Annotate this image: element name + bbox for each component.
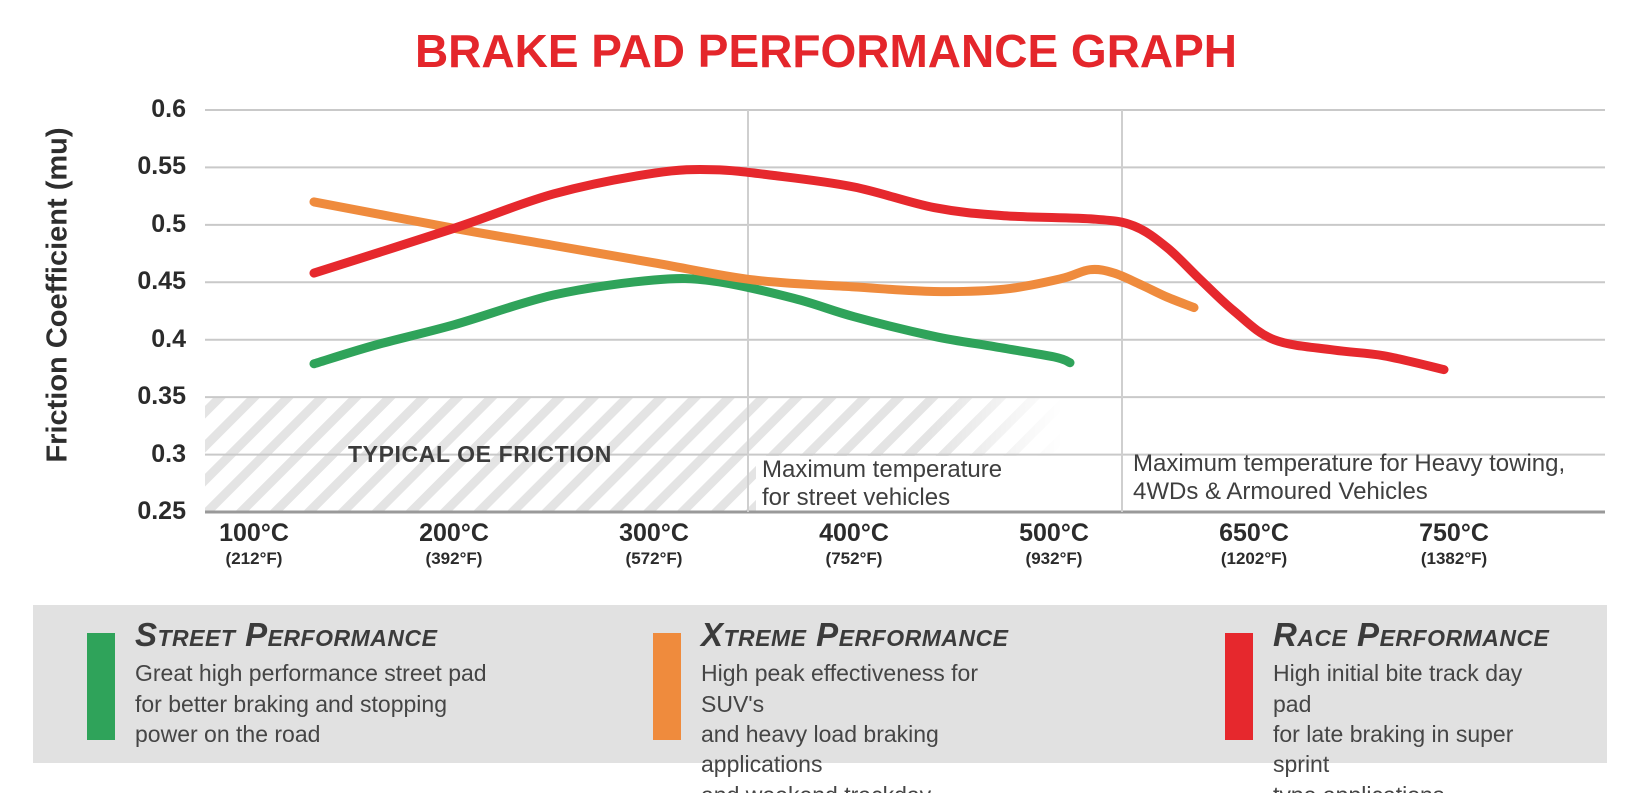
race-performance-title: Race Performance — [1273, 616, 1550, 653]
curve-race-performance — [309, 165, 1449, 375]
celsius-label: 750°C — [1419, 519, 1489, 547]
celsius-label: 200°C — [419, 519, 489, 547]
x-tick-500c: 500°C (932°F) — [1019, 519, 1089, 569]
x-tick-100c: 100°C (212°F) — [219, 519, 289, 569]
chart-title: BRAKE PAD PERFORMANCE GRAPH — [414, 25, 1238, 77]
street-max-temp-annotation: Maximum temperature for street vehicles — [762, 456, 1003, 512]
celsius-label: 650°C — [1219, 519, 1289, 547]
x-tick-650c: 650°C (1202°F) — [1219, 519, 1289, 569]
fahrenheit-label: (752°F) — [825, 548, 883, 568]
street-performance-description: Great high performance street pad for be… — [135, 660, 487, 748]
y-tick-0.3: 0.3 — [151, 439, 186, 468]
race-performance-description: High initial bite track day pad for late… — [1273, 660, 1523, 793]
street-performance-title: Street Performance — [135, 616, 438, 653]
fahrenheit-label: (1202°F) — [1220, 548, 1288, 568]
x-tick-200c: 200°C (392°F) — [419, 519, 489, 569]
y-tick-0.45: 0.45 — [137, 267, 186, 296]
xtreme-performance-description: High peak effectiveness for SUV's and he… — [701, 660, 979, 793]
heavy-max-temp-annotation: Maximum temperature for Heavy towing, 4W… — [1133, 450, 1566, 506]
x-tick-400c: 400°C (752°F) — [819, 519, 889, 569]
fahrenheit-label: (212°F) — [225, 548, 283, 568]
y-tick-0.5: 0.5 — [151, 209, 186, 238]
y-tick-0.55: 0.55 — [137, 152, 186, 181]
celsius-label: 300°C — [619, 519, 689, 547]
y-tick-0.4: 0.4 — [151, 324, 186, 353]
x-tick-750c: 750°C (1382°F) — [1419, 519, 1489, 569]
street-performance-swatch — [87, 633, 115, 740]
fahrenheit-label: (572°F) — [625, 548, 683, 568]
legend-panel: Street Performance Great high performanc… — [33, 605, 1607, 793]
typical-oe-friction-label: TYPICAL OE FRICTION — [348, 441, 612, 467]
fahrenheit-label: (392°F) — [425, 548, 483, 568]
fahrenheit-label: (1382°F) — [1420, 548, 1488, 568]
y-tick-0.35: 0.35 — [137, 382, 186, 411]
legend-item-street-performance: Street Performance Great high performanc… — [87, 605, 487, 763]
curve-street-performance — [309, 274, 1075, 369]
celsius-label: 100°C — [219, 519, 289, 547]
xtreme-performance-title: Xtreme Performance — [701, 616, 1009, 653]
x-tick-300c: 300°C (572°F) — [619, 519, 689, 569]
curve-xtreme-performance — [309, 197, 1199, 313]
celsius-label: 500°C — [1019, 519, 1089, 547]
annotation-backing-box — [756, 456, 1086, 511]
y-tick-0.6: 0.6 — [151, 95, 186, 123]
fahrenheit-label: (932°F) — [1025, 548, 1083, 568]
xtreme-performance-swatch — [653, 633, 681, 740]
celsius-label: 400°C — [819, 519, 889, 547]
y-tick-0.25: 0.25 — [137, 497, 186, 525]
race-performance-swatch — [1225, 633, 1253, 740]
